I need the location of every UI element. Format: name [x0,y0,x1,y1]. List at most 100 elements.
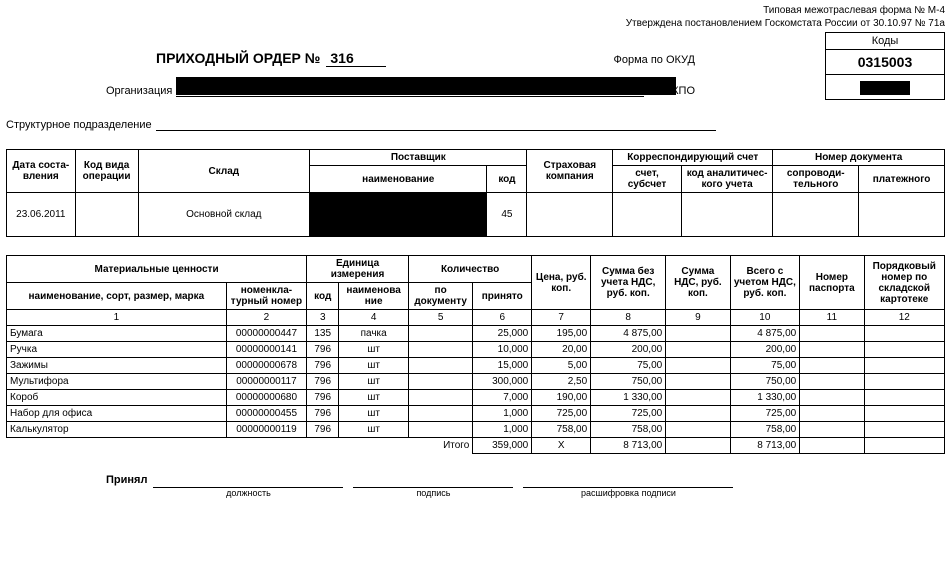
colnum: 9 [666,310,730,326]
cell-total: 750,00 [730,374,800,390]
okpo-code [826,75,944,99]
cell-qacc: 300,000 [473,374,532,390]
cell-total: 4 875,00 [730,326,800,342]
td-insurance [527,193,613,237]
total-sum: 8 713,00 [591,438,666,454]
cell-qacc: 25,000 [473,326,532,342]
cell-name: Ручка [7,342,227,358]
cell-qacc: 15,000 [473,358,532,374]
table-row: Зажимы00000000678796шт15,0005,0075,0075,… [7,358,945,374]
cap-name: расшифровка подписи [523,488,733,498]
cell-qdoc [408,358,472,374]
td-corr-acct [613,193,682,237]
org-redacted [176,77,676,95]
cell-qdoc [408,342,472,358]
cell-name: Набор для офиса [7,406,227,422]
colnum: 1 [7,310,227,326]
th-nomno: номенкла- турный номер [226,283,306,310]
cell-cardno [864,326,944,342]
cell-uname: шт [339,358,409,374]
cell-qdoc [408,374,472,390]
colnum: 5 [408,310,472,326]
form-header-right: Типовая межотраслевая форма № М-4 Утверж… [6,4,945,30]
cell-total: 200,00 [730,342,800,358]
cell-nom: 00000000119 [226,422,306,438]
cell-qacc: 10,000 [473,342,532,358]
th-supplier-name: наименование [310,166,487,193]
cell-price: 2,50 [532,374,591,390]
accepted-label: Принял [106,474,147,486]
cell-cardno [864,342,944,358]
cell-name: Калькулятор [7,422,227,438]
cell-price: 725,00 [532,406,591,422]
cell-sum: 1 330,00 [591,390,666,406]
items-table: Материальные ценности Единица измерения … [6,255,945,454]
th-name: наименование, сорт, размер, марка [7,283,227,310]
total-label: Итого [408,438,472,454]
total-cardno [864,438,944,454]
cell-passport [800,422,864,438]
order-number: 316 [326,50,386,67]
org-label: Организация [106,85,172,97]
td-date: 23.06.2011 [7,193,76,237]
okud-label: Форма по ОКУД [614,48,696,66]
subdiv-label: Структурное подразделение [6,119,152,131]
subdiv-underline [156,115,716,131]
td-supplier-code: 45 [487,193,527,237]
cell-ucode: 135 [307,326,339,342]
th-docno: Номер документа [773,150,945,166]
cell-passport [800,390,864,406]
cell-nom: 00000000141 [226,342,306,358]
org-underline [176,81,644,97]
cell-name: Бумага [7,326,227,342]
cell-passport [800,358,864,374]
cell-total: 1 330,00 [730,390,800,406]
okpo-redacted [860,81,910,95]
th-docno-pay: платежного [859,166,945,193]
cell-vat [666,406,730,422]
cell-total: 758,00 [730,422,800,438]
cell-ucode: 796 [307,406,339,422]
total-vat [666,438,730,454]
th-qty-doc: по документу [408,283,472,310]
th-docno-acc: сопроводи- тельного [773,166,859,193]
cell-sum: 75,00 [591,358,666,374]
cell-qdoc [408,406,472,422]
cell-cardno [864,390,944,406]
cell-nom: 00000000117 [226,374,306,390]
cell-vat [666,390,730,406]
cell-cardno [864,374,944,390]
cell-price: 20,00 [532,342,591,358]
form-type-line: Типовая межотраслевая форма № М-4 [6,4,945,17]
th-vat: Сумма НДС, руб. коп. [666,256,730,310]
colnum: 2 [226,310,306,326]
cell-price: 5,00 [532,358,591,374]
colnum: 12 [864,310,944,326]
cell-vat [666,342,730,358]
okud-code: 0315003 [826,50,944,75]
cell-name: Короб [7,390,227,406]
colnum: 11 [800,310,864,326]
cell-nom: 00000000680 [226,390,306,406]
total-all: 8 713,00 [730,438,800,454]
cell-sum: 200,00 [591,342,666,358]
cell-uname: шт [339,342,409,358]
colnum: 7 [532,310,591,326]
cell-sum: 758,00 [591,422,666,438]
cell-name: Мультифора [7,374,227,390]
total-qty: 359,000 [473,438,532,454]
cell-price: 758,00 [532,422,591,438]
cell-qdoc [408,390,472,406]
colnum: 8 [591,310,666,326]
cell-ucode: 796 [307,422,339,438]
approved-line: Утверждена постановлением Госкомстата Ро… [6,17,945,30]
td-corr-anal [681,193,773,237]
td-supplier-name-redacted [310,193,487,237]
table-row: Набор для офиса00000000455796шт1,000725,… [7,406,945,422]
cell-ucode: 796 [307,390,339,406]
table-row: Мультифора00000000117796шт300,0002,50750… [7,374,945,390]
table-row: Короб00000000680796шт7,000190,001 330,00… [7,390,945,406]
cell-ucode: 796 [307,358,339,374]
cell-passport [800,326,864,342]
th-opcode: Код вида операции [75,150,138,193]
